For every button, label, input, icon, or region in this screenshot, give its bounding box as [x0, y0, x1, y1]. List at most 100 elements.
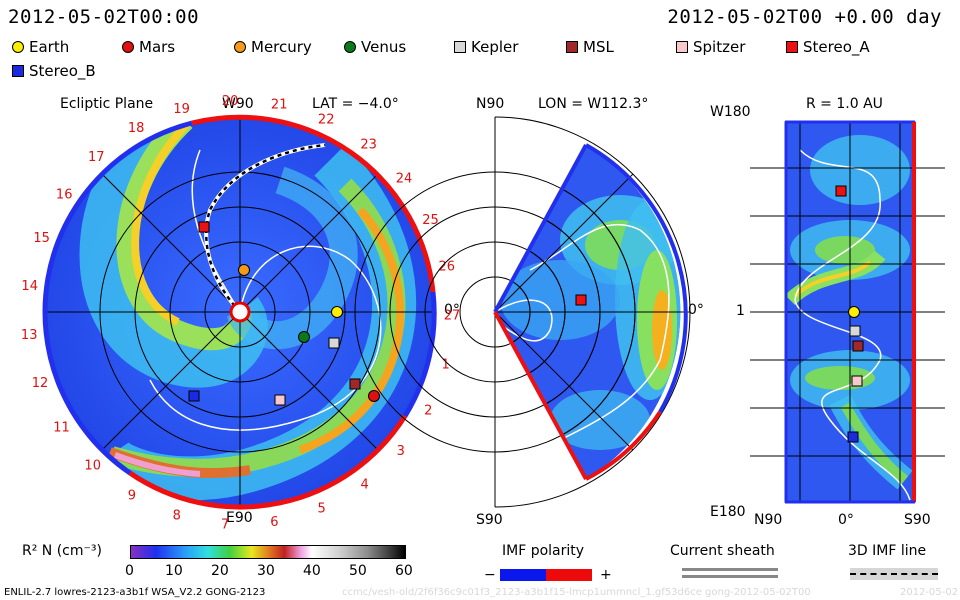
radial-x-0: 0°	[838, 512, 854, 528]
ecliptic-bottom-label: E90	[226, 510, 253, 526]
stereo-a-marker-icon	[786, 41, 798, 53]
imf-positive-swatch	[546, 569, 592, 581]
msl-marker-icon	[566, 41, 578, 53]
radial-stereo-b-marker	[847, 431, 859, 443]
spitzer-marker-icon	[676, 41, 688, 53]
timestamp-right: 2012-05-02T00 +0.00 day	[667, 6, 942, 28]
rotation-number: 5	[318, 502, 326, 517]
rotation-number: 8	[173, 508, 181, 523]
rotation-number: 7	[221, 518, 229, 533]
ecliptic-top-label: W90	[222, 96, 254, 112]
radius-label: R = 1.0 AU	[806, 96, 883, 112]
colorbar-tick-60: 60	[395, 563, 413, 579]
mars-marker-icon	[122, 41, 134, 53]
imf-minus-label: −	[484, 567, 496, 583]
meridional-bottom-label: S90	[476, 512, 503, 528]
stereo-b-marker-icon	[12, 65, 24, 77]
legend-venus: Venus	[344, 38, 406, 56]
rotation-number: 27	[444, 309, 461, 324]
imf-polarity-title: IMF polarity	[502, 543, 585, 559]
imf-negative-swatch	[500, 569, 546, 581]
rotation-number: 24	[396, 172, 413, 187]
ecliptic-msl-marker	[349, 378, 361, 390]
current-sheath-line-1	[682, 568, 778, 571]
colorbar-tick-40: 40	[303, 563, 321, 579]
venus-marker-icon	[344, 41, 356, 53]
rotation-number: 19	[173, 102, 190, 117]
radial-x-n90: N90	[754, 512, 783, 528]
rotation-number: 26	[439, 260, 456, 275]
imf-plus-label: +	[600, 567, 612, 583]
ecliptic-mars-marker	[368, 390, 380, 402]
radial-earth-marker	[848, 306, 860, 318]
rotation-number: 16	[56, 188, 73, 203]
timestamp-left: 2012-05-02T00:00	[8, 6, 200, 28]
ecliptic-mercury-marker	[238, 264, 250, 276]
rotation-number: 4	[360, 478, 368, 493]
colorbar-tick-20: 20	[211, 563, 229, 579]
ecliptic-earth-marker	[331, 306, 343, 318]
colorbar-tick-10: 10	[165, 563, 183, 579]
legend-msl: MSL	[566, 38, 614, 56]
radial-msl-marker	[852, 340, 864, 352]
legend-mars: Mars	[122, 38, 175, 56]
rotation-number: 12	[32, 376, 49, 391]
kepler-marker-icon	[454, 41, 466, 53]
rotation-number: 14	[21, 279, 38, 294]
imf-line-title: 3D IMF line	[848, 543, 927, 559]
legend-mercury: Mercury	[234, 38, 312, 56]
legend-stereo-b: Stereo_B	[12, 62, 96, 80]
legend-earth: Earth	[12, 38, 69, 56]
rotation-number: 21	[271, 98, 288, 113]
ecliptic-kepler-marker	[328, 337, 340, 349]
radial-x-s90: S90	[904, 512, 931, 528]
rotation-number: 3	[397, 444, 405, 459]
meridional-right-label: 0°	[688, 302, 704, 318]
rotation-number: 10	[84, 459, 101, 474]
rotation-number: 18	[128, 121, 145, 136]
rotation-number: 13	[21, 328, 38, 343]
current-sheath-line-2	[682, 575, 778, 578]
rotation-number: 1	[442, 357, 450, 372]
radial-top-left: W180	[710, 104, 751, 120]
latitude-label: LAT = −4.0°	[312, 96, 399, 112]
ecliptic-title: Ecliptic Plane	[60, 96, 154, 112]
rotation-number: 11	[53, 420, 70, 435]
legend-spitzer: Spitzer	[676, 38, 745, 56]
ecliptic-stereo-b-marker	[188, 390, 200, 402]
radial-kepler-marker	[849, 325, 861, 337]
model-info: ENLIL-2.7 lowres-2123-a3b1f WSA_V2.2 GON…	[4, 587, 266, 598]
colorbar-tick-50: 50	[349, 563, 367, 579]
colorbar-tick-30: 30	[257, 563, 275, 579]
imf-line-sample	[850, 573, 938, 575]
colorbar-tick-0: 0	[125, 563, 134, 579]
colorbar-label: R² N (cm⁻³)	[22, 543, 102, 559]
rotation-number: 9	[128, 488, 136, 503]
ecliptic-right-label: 0°	[444, 302, 460, 318]
density-colorbar	[130, 545, 406, 559]
ecliptic-spitzer-marker	[274, 394, 286, 406]
rotation-number: 23	[360, 137, 377, 152]
rotation-number: 6	[270, 515, 278, 530]
current-sheath-title: Current sheath	[670, 543, 775, 559]
rotation-number: 2	[424, 403, 432, 418]
meridional-top-label: N90	[476, 96, 505, 112]
legend-kepler: Kepler	[454, 38, 518, 56]
run-id: ccmc/vesh-old/2f6f36c9c01f3_2123-a3b1f15…	[342, 587, 811, 598]
rotation-number: 22	[318, 112, 335, 127]
radial-spitzer-marker	[851, 375, 863, 387]
radial-bottom-left: E180	[710, 504, 746, 520]
longitude-label: LON = W112.3°	[538, 96, 649, 112]
rotation-number: 20	[222, 94, 239, 109]
rotation-number: 17	[88, 150, 105, 165]
radial-stereo-a-marker	[835, 185, 847, 197]
ecliptic-stereo-a-marker	[198, 221, 210, 233]
meridional-stereo-a-marker	[575, 294, 587, 306]
footer-date: 2012-05-02	[900, 587, 959, 598]
ecliptic-venus-marker	[298, 331, 310, 343]
radial-mid-left: 1	[736, 303, 745, 319]
